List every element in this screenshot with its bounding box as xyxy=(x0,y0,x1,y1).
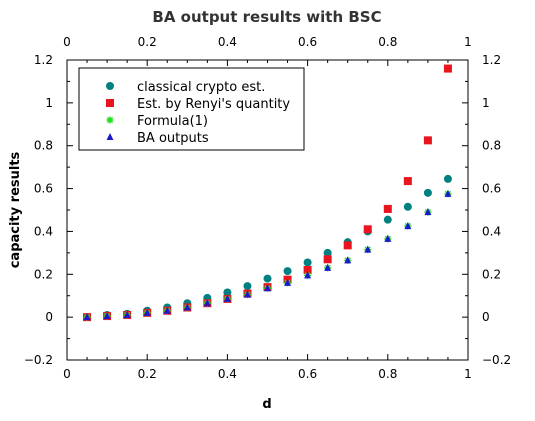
ba-point xyxy=(203,299,211,307)
renyi-point xyxy=(323,255,332,264)
renyi-point xyxy=(303,266,312,274)
legend-box xyxy=(78,67,305,151)
y-axis-title: capacity results xyxy=(8,151,23,268)
renyi-point xyxy=(423,136,432,145)
axis-ticks xyxy=(66,59,469,361)
ba-point xyxy=(364,245,372,253)
ba-point xyxy=(223,294,231,302)
ba-point xyxy=(404,222,412,230)
y-tick-label: 0.8 xyxy=(34,139,53,153)
ba-point xyxy=(344,256,352,264)
y-tick-label: 0.4 xyxy=(34,224,53,238)
legend-markers xyxy=(106,82,114,140)
classical-point xyxy=(323,248,332,257)
ba-point xyxy=(123,311,131,318)
renyi-point xyxy=(383,204,392,213)
legend: classical crypto est. Est. by Renyi's qu… xyxy=(78,67,305,151)
star-stroke xyxy=(106,116,114,124)
classical-point xyxy=(303,258,312,267)
y-tick-label: −0.2 xyxy=(24,353,53,367)
classical-point xyxy=(383,215,392,224)
renyi-point xyxy=(443,64,452,73)
x-tick-label: 0.4 xyxy=(218,367,237,381)
data-marks xyxy=(83,64,452,322)
x-tick-label: 0.2 xyxy=(138,367,157,381)
y-tick-label-right: 1 xyxy=(482,96,490,110)
y-tick-label: 1.2 xyxy=(34,53,53,67)
x-axis-title: d xyxy=(262,397,271,412)
ba-point xyxy=(103,312,111,320)
x-tick-label-top: 0.8 xyxy=(378,35,397,49)
ba-point xyxy=(424,208,432,216)
y-tick-label-right: 0.8 xyxy=(482,139,501,153)
x-tick-label-top: 1 xyxy=(464,35,472,49)
classical-point xyxy=(243,282,252,291)
ba-point xyxy=(384,234,392,242)
y-tick-label-right: 0.4 xyxy=(482,224,501,238)
classical-point xyxy=(423,188,432,197)
legend-marker-classical xyxy=(106,82,114,90)
y-tick-label-right: −0.2 xyxy=(482,353,511,367)
renyi-point xyxy=(363,225,372,234)
y-tick-label: 1 xyxy=(45,96,53,110)
ba-point xyxy=(324,263,332,271)
classical-point xyxy=(263,274,272,283)
ba-point xyxy=(83,313,91,321)
x-tick-label: 1 xyxy=(464,367,472,381)
legend-label-formula: Formula(1) xyxy=(137,114,208,129)
y-tick-label-right: 0 xyxy=(482,310,490,324)
y-tick-label: 0 xyxy=(45,310,53,324)
x-tick-label-top: 0.2 xyxy=(138,35,157,49)
x-tick-label: 0.8 xyxy=(378,367,397,381)
chart-title: BA output results with BSC xyxy=(152,8,381,26)
y-tick-label-right: 0.2 xyxy=(482,267,501,281)
legend-label-renyi: Est. by Renyi's quantity xyxy=(137,97,290,112)
legend-label-classical: classical crypto est. xyxy=(137,80,265,95)
y-tick-label: 0.2 xyxy=(34,267,53,281)
x-tick-label-top: 0.6 xyxy=(298,35,317,49)
classical-point xyxy=(223,288,232,297)
x-tick-label-top: 0 xyxy=(63,35,71,49)
legend-marker-renyi xyxy=(106,99,114,107)
ba-point xyxy=(264,284,271,292)
ba-point xyxy=(183,303,191,311)
classical-point xyxy=(283,267,292,276)
x-tick-label-top: 0.4 xyxy=(218,35,237,49)
ba-point xyxy=(284,278,292,286)
ba-point xyxy=(444,189,452,197)
legend-marker-ba xyxy=(106,133,114,140)
ba-point xyxy=(143,308,151,316)
axis-tick-labels: 0 0.2 0.4 0.6 0.8 1 0 0.2 0.4 0.6 0.8 1 −0.2 0 0.2 0.4 0… xyxy=(24,35,511,381)
x-tick-label: 0 xyxy=(63,367,71,381)
y-tick-label-right: 1.2 xyxy=(482,53,501,67)
renyi-point xyxy=(343,241,352,250)
renyi-point xyxy=(403,177,412,186)
legend-marker-formula xyxy=(106,116,114,124)
classical-point xyxy=(443,174,452,183)
ba-point xyxy=(163,306,171,314)
y-tick-label-right: 0.6 xyxy=(482,182,501,196)
ba-point xyxy=(304,271,312,279)
legend-label-ba: BA outputs xyxy=(137,131,209,146)
ba-point xyxy=(243,290,251,298)
x-tick-label: 0.6 xyxy=(298,367,317,381)
y-tick-label: 0.6 xyxy=(34,182,53,196)
classical-point xyxy=(403,202,412,211)
